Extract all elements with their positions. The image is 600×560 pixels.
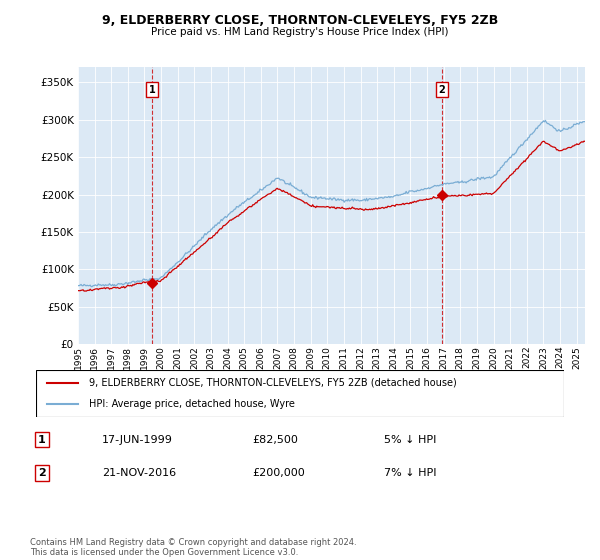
Text: £82,500: £82,500 — [252, 435, 298, 445]
Text: 1: 1 — [149, 85, 155, 95]
Text: 2: 2 — [439, 85, 445, 95]
Text: Contains HM Land Registry data © Crown copyright and database right 2024.
This d: Contains HM Land Registry data © Crown c… — [30, 538, 356, 557]
Text: 9, ELDERBERRY CLOSE, THORNTON-CLEVELEYS, FY5 2ZB (detached house): 9, ELDERBERRY CLOSE, THORNTON-CLEVELEYS,… — [89, 378, 457, 388]
Text: 17-JUN-1999: 17-JUN-1999 — [102, 435, 173, 445]
Text: 2: 2 — [38, 468, 46, 478]
Text: 9, ELDERBERRY CLOSE, THORNTON-CLEVELEYS, FY5 2ZB: 9, ELDERBERRY CLOSE, THORNTON-CLEVELEYS,… — [102, 14, 498, 27]
Text: HPI: Average price, detached house, Wyre: HPI: Average price, detached house, Wyre — [89, 399, 295, 409]
Text: 21-NOV-2016: 21-NOV-2016 — [102, 468, 176, 478]
Text: 1: 1 — [38, 435, 46, 445]
Text: 7% ↓ HPI: 7% ↓ HPI — [384, 468, 437, 478]
Text: £200,000: £200,000 — [252, 468, 305, 478]
Text: 5% ↓ HPI: 5% ↓ HPI — [384, 435, 436, 445]
Text: Price paid vs. HM Land Registry's House Price Index (HPI): Price paid vs. HM Land Registry's House … — [151, 27, 449, 37]
